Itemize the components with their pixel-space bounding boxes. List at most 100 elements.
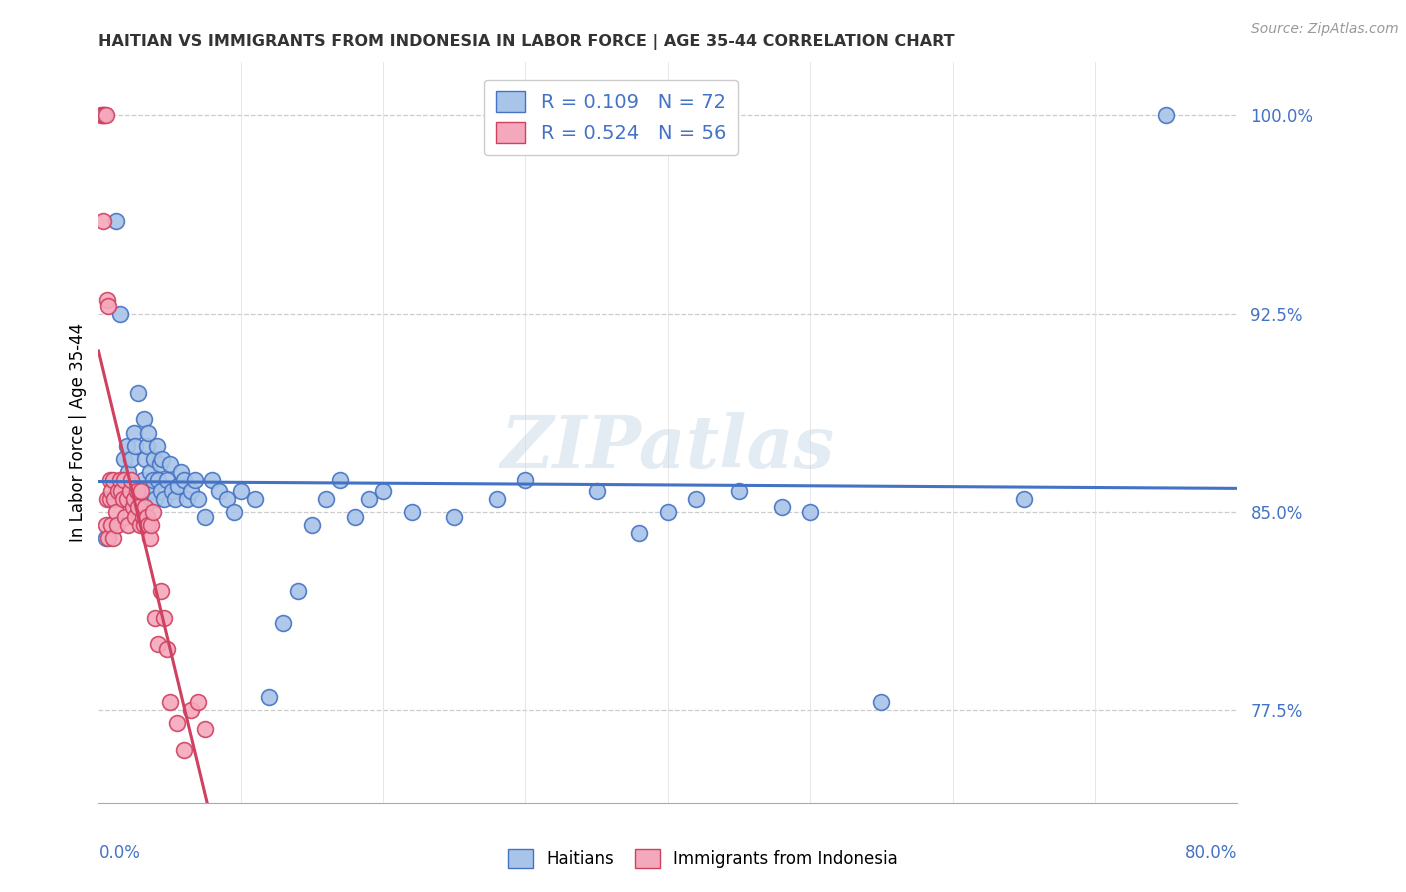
Point xyxy=(136,518,159,533)
Point xyxy=(153,491,176,506)
Point xyxy=(100,483,122,498)
Point xyxy=(315,491,337,506)
Point xyxy=(129,491,152,506)
Point xyxy=(124,439,146,453)
Point xyxy=(125,483,148,498)
Point xyxy=(148,473,170,487)
Point xyxy=(114,510,136,524)
Point xyxy=(138,532,160,546)
Point xyxy=(121,478,143,492)
Text: 80.0%: 80.0% xyxy=(1185,844,1237,862)
Point xyxy=(120,452,142,467)
Point xyxy=(91,214,114,228)
Point xyxy=(167,478,190,492)
Point xyxy=(187,695,209,709)
Point xyxy=(110,483,132,498)
Point xyxy=(96,293,118,308)
Point xyxy=(628,526,651,541)
Point xyxy=(162,483,184,498)
Point xyxy=(153,611,176,625)
Point xyxy=(97,532,120,546)
Point xyxy=(486,491,509,506)
Point xyxy=(287,584,309,599)
Point xyxy=(105,518,128,533)
Point xyxy=(329,473,352,487)
Point xyxy=(152,452,174,467)
Y-axis label: In Labor Force | Age 35-44: In Labor Force | Age 35-44 xyxy=(69,323,87,542)
Point xyxy=(136,425,159,440)
Point xyxy=(215,491,238,506)
Point xyxy=(301,518,323,533)
Point xyxy=(96,491,118,506)
Point xyxy=(243,491,266,506)
Point xyxy=(159,695,181,709)
Point xyxy=(132,518,155,533)
Point xyxy=(125,491,148,506)
Point xyxy=(104,505,127,519)
Point xyxy=(173,743,195,757)
Point xyxy=(101,473,124,487)
Point xyxy=(208,483,231,498)
Point xyxy=(194,722,217,736)
Point xyxy=(357,491,380,506)
Point xyxy=(127,386,149,401)
Point xyxy=(134,500,156,514)
Point xyxy=(91,108,114,122)
Point xyxy=(108,473,131,487)
Text: Source: ZipAtlas.com: Source: ZipAtlas.com xyxy=(1251,22,1399,37)
Point xyxy=(128,483,150,498)
Point xyxy=(156,473,179,487)
Point xyxy=(170,465,193,479)
Text: ZIPatlas: ZIPatlas xyxy=(501,412,835,483)
Point xyxy=(156,642,179,657)
Point xyxy=(121,500,143,514)
Point xyxy=(139,518,162,533)
Point xyxy=(180,703,202,717)
Point xyxy=(122,425,145,440)
Point xyxy=(111,491,134,506)
Point xyxy=(165,491,187,506)
Point xyxy=(139,483,162,498)
Text: 0.0%: 0.0% xyxy=(98,844,141,862)
Point xyxy=(103,491,125,506)
Point xyxy=(122,491,145,506)
Point xyxy=(118,483,141,498)
Point xyxy=(799,505,821,519)
Point xyxy=(132,412,155,426)
Point xyxy=(685,491,707,506)
Point xyxy=(115,491,138,506)
Point xyxy=(187,491,209,506)
Point xyxy=(135,510,157,524)
Point xyxy=(134,452,156,467)
Point xyxy=(146,439,169,453)
Point xyxy=(120,473,142,487)
Point xyxy=(142,452,165,467)
Point xyxy=(657,505,679,519)
Point xyxy=(728,483,751,498)
Point xyxy=(98,491,121,506)
Point xyxy=(112,452,135,467)
Point xyxy=(145,491,167,506)
Point xyxy=(180,483,202,498)
Point xyxy=(229,483,252,498)
Point xyxy=(98,473,121,487)
Point xyxy=(90,108,112,122)
Point xyxy=(585,483,607,498)
Point xyxy=(1154,108,1177,122)
Point xyxy=(141,473,163,487)
Point xyxy=(117,518,139,533)
Point xyxy=(129,483,152,498)
Point xyxy=(273,615,295,630)
Point xyxy=(150,584,173,599)
Point xyxy=(184,473,207,487)
Point xyxy=(97,299,120,313)
Point xyxy=(117,465,139,479)
Point xyxy=(515,473,537,487)
Point xyxy=(131,510,153,524)
Point xyxy=(127,500,149,514)
Point xyxy=(138,465,160,479)
Point xyxy=(1012,491,1035,506)
Point xyxy=(141,505,163,519)
Legend: R = 0.109   N = 72, R = 0.524   N = 56: R = 0.109 N = 72, R = 0.524 N = 56 xyxy=(484,79,738,155)
Point xyxy=(343,510,366,524)
